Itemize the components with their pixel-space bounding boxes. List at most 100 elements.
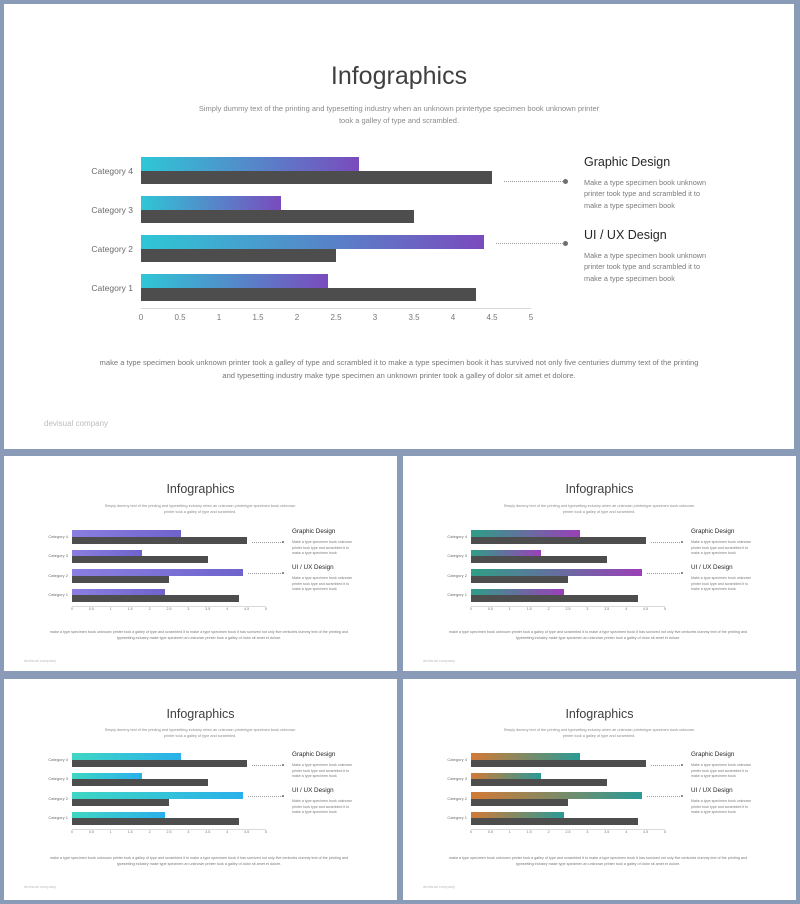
connector-line (651, 542, 682, 543)
side-heading: UI / UX Design (584, 228, 667, 242)
x-tick-label: 4.5 (643, 830, 649, 834)
slide-thumbnail-2[interactable]: Infographics Simply dummy text of the pri… (403, 456, 796, 671)
side-heading: Graphic Design (292, 528, 336, 535)
bar-series-2 (141, 248, 336, 262)
bar-series-2 (471, 759, 646, 767)
x-tick-label: 2.5 (166, 607, 172, 611)
slide-thumbnail-4[interactable]: Infographics Simply dummy text of the pri… (403, 679, 796, 900)
category-label: Category 1 (447, 592, 467, 598)
bar-series-2 (72, 818, 239, 826)
side-heading: Graphic Design (691, 751, 735, 758)
connector-dot (281, 794, 285, 798)
x-tick-label: 4 (625, 607, 628, 611)
brand-name: devisual company (44, 419, 109, 428)
connector-dot (281, 540, 285, 544)
slide-title: Infographics (166, 707, 235, 721)
footer-paragraph: make a type specimen book unknown printe… (448, 856, 748, 867)
connector-line (651, 765, 682, 766)
x-tick-label: 3.5 (205, 607, 211, 611)
x-tick-label: 0 (71, 830, 73, 834)
connector-dot (680, 540, 684, 544)
slide-title: Infographics (565, 482, 634, 496)
connector-dot (680, 571, 684, 575)
side-heading: Graphic Design (292, 751, 336, 758)
bar-series-2 (72, 759, 247, 767)
side-description: Make a type specimen book unknown printe… (691, 799, 752, 815)
main-slide[interactable]: Infographics Simply dummy text of the pri… (4, 4, 794, 449)
x-tick-label: 4.5 (244, 830, 250, 834)
brand-name: devisual company (24, 884, 57, 889)
x-tick-label: 1.5 (252, 313, 264, 322)
bar-series-1 (72, 569, 243, 576)
x-axis-line (471, 605, 665, 607)
side-description: Make a type specimen book unknown printe… (292, 799, 353, 815)
x-tick-label: 3 (586, 830, 589, 834)
bar-series-1 (471, 753, 580, 760)
side-description: Make a type specimen book unknown printe… (292, 540, 353, 556)
x-tick-label: 4.5 (643, 607, 649, 611)
bar-series-2 (471, 536, 646, 544)
category-label: Category 4 (91, 165, 133, 176)
bar-series-1 (141, 157, 360, 171)
x-tick-label: 2 (547, 607, 550, 611)
bar-series-1 (471, 549, 541, 557)
side-description: Make a type specimen book unknown printe… (292, 763, 353, 779)
x-tick-label: 4 (625, 830, 628, 834)
x-tick-label: 2 (294, 313, 300, 322)
slide-subtitle: Simply dummy text of the printing and ty… (503, 504, 695, 514)
x-tick-label: 1 (216, 313, 222, 322)
slide-thumbnail-1[interactable]: Infographics Simply dummy text of the pri… (4, 456, 397, 671)
side-heading: Graphic Design (584, 155, 671, 169)
slide-title: Infographics (166, 482, 235, 496)
x-tick-label: 3.5 (205, 830, 211, 834)
bar-series-1 (471, 811, 565, 819)
x-tick-label: 5 (664, 830, 666, 834)
side-description: Make a type specimen book unknown printe… (584, 178, 707, 210)
category-label: Category 1 (48, 592, 68, 598)
bar-series-2 (72, 575, 169, 583)
x-tick-label: 0 (71, 607, 73, 611)
x-tick-label: 5 (265, 830, 267, 834)
bar-series-1 (141, 274, 329, 288)
category-label: Category 3 (91, 204, 133, 215)
bar-series-2 (471, 595, 638, 603)
x-tick-label: 3.5 (408, 313, 420, 322)
connector-line (504, 181, 565, 182)
x-tick-label: 0.5 (88, 607, 94, 611)
slide-thumbnail-3[interactable]: Infographics Simply dummy text of the pri… (4, 679, 397, 900)
category-label: Category 2 (447, 572, 467, 578)
bar-series-1 (72, 588, 166, 596)
x-tick-label: 3.5 (604, 830, 610, 834)
x-axis-line (72, 828, 266, 830)
x-tick-label: 4 (226, 607, 229, 611)
x-tick-label: 4 (450, 313, 456, 322)
slide-subtitle: Simply dummy text of the printing and ty… (104, 728, 296, 738)
bar-series-1 (471, 792, 642, 799)
x-tick-label: 4.5 (244, 607, 250, 611)
connector-dot (680, 763, 684, 767)
x-tick-label: 5 (528, 313, 534, 322)
x-tick-label: 0.5 (487, 607, 493, 611)
bar-series-2 (141, 170, 492, 184)
bar-series-2 (471, 818, 638, 826)
category-label: Category 4 (48, 533, 68, 539)
x-tick-label: 3 (187, 830, 190, 834)
category-label: Category 4 (48, 756, 68, 762)
x-tick-label: 2 (148, 607, 151, 611)
bar-series-1 (72, 530, 181, 537)
bar-series-2 (72, 536, 247, 544)
category-label: Category 1 (91, 282, 133, 293)
category-label: Category 2 (48, 795, 68, 801)
category-label: Category 3 (48, 553, 68, 559)
x-tick-label: 2.5 (330, 313, 342, 322)
x-tick-label: 1 (508, 830, 511, 834)
side-description: Make a type specimen book unknown printe… (292, 576, 353, 592)
side-heading: Graphic Design (691, 528, 735, 535)
x-axis-line (141, 308, 531, 309)
bar-series-1 (471, 530, 580, 537)
category-label: Category 2 (91, 243, 133, 254)
bar-series-1 (471, 588, 565, 596)
connector-dot (562, 240, 568, 246)
side-heading: UI / UX Design (292, 787, 334, 794)
x-tick-label: 2.5 (565, 830, 571, 834)
